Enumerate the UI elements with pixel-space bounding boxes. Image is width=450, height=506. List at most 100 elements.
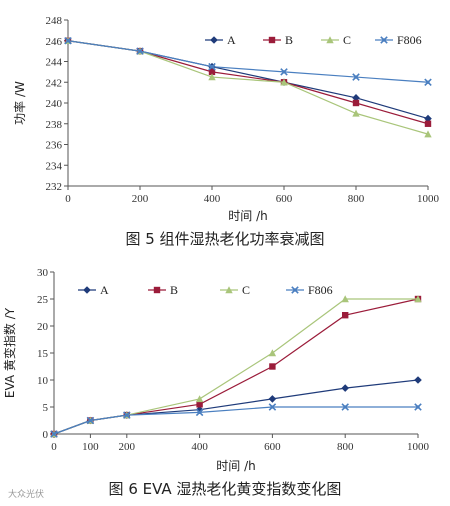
- legend-item-A: A: [78, 283, 109, 297]
- legend-item-F806: F806: [375, 33, 422, 47]
- y-tick-label: 244: [46, 57, 63, 69]
- data-point-F806: [64, 36, 72, 45]
- y-tick-label: 30: [37, 267, 49, 279]
- legend-marker: [268, 36, 276, 44]
- y-tick-label: 15: [37, 348, 49, 360]
- data-point-A: [352, 94, 360, 102]
- y-tick-label: 240: [46, 98, 63, 110]
- watermark: 大众光伏: [8, 488, 44, 500]
- x-tick-label: 800: [337, 441, 354, 453]
- data-point-F806-center: [343, 405, 347, 409]
- legend-marker: [326, 36, 334, 44]
- legend-marker: [210, 36, 218, 44]
- data-point-F806: [268, 403, 277, 411]
- series-line-B: [67, 40, 429, 125]
- legend-item-C: C: [321, 33, 351, 47]
- series-line-B: [53, 298, 419, 435]
- x-tick-label: 200: [119, 441, 136, 453]
- y-tick-label: 248: [46, 15, 63, 27]
- data-point-F806: [341, 403, 349, 411]
- figure-caption: 图 5 组件湿热老化功率衰减图: [125, 230, 324, 248]
- legend-label: B: [170, 283, 178, 297]
- legend-marker: [83, 286, 91, 294]
- data-point-F806-center: [125, 413, 129, 417]
- x-tick-label: 200: [132, 193, 149, 205]
- legend-label: C: [343, 33, 351, 47]
- data-point-F806: [123, 411, 131, 419]
- yellowing-index-chart: 0 5 10 15 20 25 30 0 100 200 400 600 800 1000 EVA 黄变指数…: [2, 267, 430, 498]
- series-line-F806: [53, 406, 418, 435]
- legend-marker-center: [382, 38, 386, 42]
- data-point-F806-center: [416, 405, 420, 409]
- series-line-C: [53, 298, 418, 435]
- figure-caption: 图 6 EVA 湿热老化黄变指数变化图: [109, 480, 342, 498]
- data-point-F806-center: [198, 410, 202, 414]
- x-tick-label: 1000: [407, 441, 430, 453]
- data-point-B: [342, 312, 349, 319]
- data-point-F806-center: [426, 80, 430, 84]
- data-point-F806: [136, 47, 144, 55]
- y-tick-label: 232: [46, 181, 63, 193]
- series-C: [50, 295, 422, 438]
- legend-label: B: [285, 33, 293, 47]
- data-point-F806: [50, 430, 58, 438]
- data-point-F806: [352, 73, 360, 81]
- data-point-C: [208, 73, 216, 81]
- y-tick-label: 0: [43, 429, 49, 441]
- legend-label: C: [242, 283, 250, 297]
- series-B: [50, 295, 422, 438]
- legend-item-B: B: [148, 283, 178, 297]
- legend-marker: [291, 286, 299, 294]
- legend-label: F806: [397, 33, 422, 47]
- legend-item-C: C: [220, 283, 250, 297]
- x-tick-label: 800: [348, 193, 365, 205]
- x-tick-label: 600: [276, 193, 293, 205]
- x-tick-label: 600: [264, 441, 281, 453]
- y-tick-label: 10: [37, 375, 49, 387]
- y-tick-label: 246: [46, 36, 63, 48]
- data-point-C: [352, 109, 360, 117]
- y-tick-label: 242: [46, 77, 63, 89]
- data-point-C: [341, 295, 349, 303]
- data-point-B: [196, 401, 203, 408]
- x-tick-label: 100: [82, 441, 99, 453]
- data-point-B: [352, 99, 360, 107]
- data-point-A: [341, 384, 349, 392]
- legend-item-A: A: [205, 33, 236, 47]
- x-tick-label: 0: [51, 441, 57, 453]
- y-tick-label: 25: [37, 294, 49, 306]
- x-tick-label: 1000: [417, 193, 440, 205]
- data-point-C: [280, 78, 288, 86]
- data-point-F806-center: [282, 70, 286, 74]
- y-tick-label: 238: [46, 119, 63, 131]
- data-point-F806-center: [88, 418, 92, 423]
- data-point-F806-center: [138, 49, 142, 53]
- series-F806: [50, 403, 422, 438]
- series-B: [64, 37, 432, 127]
- x-axis-label: 时间 /h: [228, 209, 267, 223]
- legend-marker: [153, 286, 161, 294]
- x-tick-label: 0: [65, 193, 71, 205]
- data-point-F806: [280, 68, 288, 76]
- y-axis-label: EVA 黄变指数 /Y: [2, 307, 17, 398]
- data-point-F806-center: [354, 75, 358, 79]
- data-point-F806: [195, 408, 204, 417]
- series-C: [64, 37, 432, 138]
- data-point-C: [195, 395, 204, 403]
- data-point-A: [268, 395, 277, 403]
- data-point-F806-center: [52, 432, 56, 436]
- data-point-C: [268, 349, 277, 357]
- data-point-F806: [208, 62, 216, 71]
- x-tick-label: 400: [204, 193, 221, 205]
- legend-label: A: [100, 283, 109, 297]
- power-decay-chart: 232 234 236 238 240 242 244 246 248 0 200 400 600 800…: [12, 15, 440, 248]
- y-tick-label: 20: [37, 321, 49, 333]
- y-tick-label: 234: [46, 160, 63, 172]
- data-point-A: [424, 114, 432, 123]
- data-point-B: [424, 120, 432, 127]
- legend-label: A: [227, 33, 236, 47]
- data-point-C: [424, 130, 432, 138]
- legend-label: F806: [308, 283, 333, 297]
- series-line-F806: [67, 40, 429, 83]
